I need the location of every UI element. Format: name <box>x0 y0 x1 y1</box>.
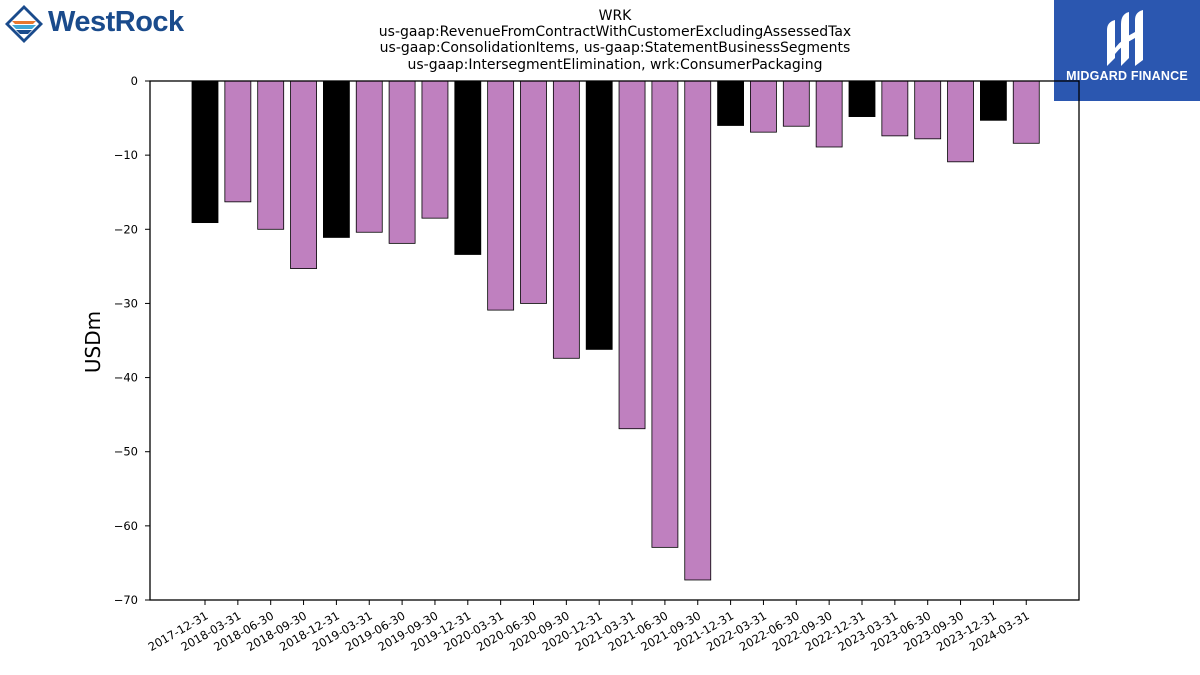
bar-2022-03-31 <box>750 80 777 133</box>
bar-2023-09-30 <box>947 80 974 163</box>
chart-title-line: us-gaap:ConsolidationItems, us-gaap:Stat… <box>380 40 851 56</box>
bar-2021-12-31 <box>717 80 744 126</box>
midgard-finance-logo-text: MIDGARD FINANCE <box>1066 69 1188 83</box>
westrock-logo-text: WestRock <box>48 6 184 38</box>
chart-title-line: us-gaap:IntersegmentElimination, wrk:Con… <box>408 57 823 73</box>
y-tick-label: −20 <box>114 222 138 236</box>
bar-2021-09-30 <box>684 80 712 581</box>
y-tick-label: −30 <box>114 296 138 310</box>
x-axis-ticks: 2017-12-312018-03-312018-06-302018-09-30… <box>146 600 1032 654</box>
plot-area-frame <box>149 80 1080 601</box>
bar-2018-12-31 <box>322 80 350 238</box>
westrock-diamond-icon <box>5 5 43 43</box>
bar-2021-03-31 <box>618 80 646 430</box>
bar-2017-12-31 <box>191 80 219 224</box>
bar-2020-12-31 <box>585 80 613 350</box>
westrock-logo: WestRock <box>4 4 194 44</box>
bar-2024-03-31 <box>1012 80 1040 144</box>
bar-2022-09-30 <box>815 80 843 148</box>
bar-2019-06-30 <box>388 80 416 244</box>
y-tick-label: 0 <box>131 74 138 88</box>
bar-2022-12-31 <box>848 80 876 117</box>
bar-2019-03-31 <box>355 80 383 233</box>
bar-2019-09-30 <box>421 80 449 219</box>
bar-2023-06-30 <box>914 80 942 140</box>
y-tick-label: −40 <box>114 371 138 385</box>
bar-2023-12-31 <box>980 80 1007 121</box>
bar-2021-06-30 <box>651 80 679 548</box>
y-axis-label: USDm <box>81 311 105 373</box>
chart-title: WRK us-gaap:RevenueFromContractWithCusto… <box>379 8 851 73</box>
bar-2019-12-31 <box>454 80 482 255</box>
y-axis-ticks: 0 −10 −20 −30 −40 −50 −60 −70 <box>114 74 150 607</box>
y-tick-label: −70 <box>114 593 138 607</box>
y-tick-label: −50 <box>114 445 138 459</box>
midgard-m-mark-icon <box>1107 10 1143 66</box>
chart-title-line: WRK <box>599 8 633 24</box>
bar-2023-03-31 <box>881 80 909 137</box>
midgard-finance-logo: MIDGARD FINANCE <box>1054 0 1200 101</box>
bar-2020-09-30 <box>552 80 580 359</box>
bar-2020-03-31 <box>487 80 515 311</box>
y-tick-label: −10 <box>114 148 138 162</box>
bar-2018-03-31 <box>224 80 252 203</box>
y-tick-label: −60 <box>114 519 138 533</box>
bar-2022-06-30 <box>782 80 810 127</box>
bar-2018-09-30 <box>290 80 317 269</box>
bar-2020-06-30 <box>520 80 547 304</box>
chart-title-line: us-gaap:RevenueFromContractWithCustomerE… <box>379 24 851 40</box>
bar-2018-06-30 <box>257 80 285 230</box>
bars <box>191 80 1040 581</box>
